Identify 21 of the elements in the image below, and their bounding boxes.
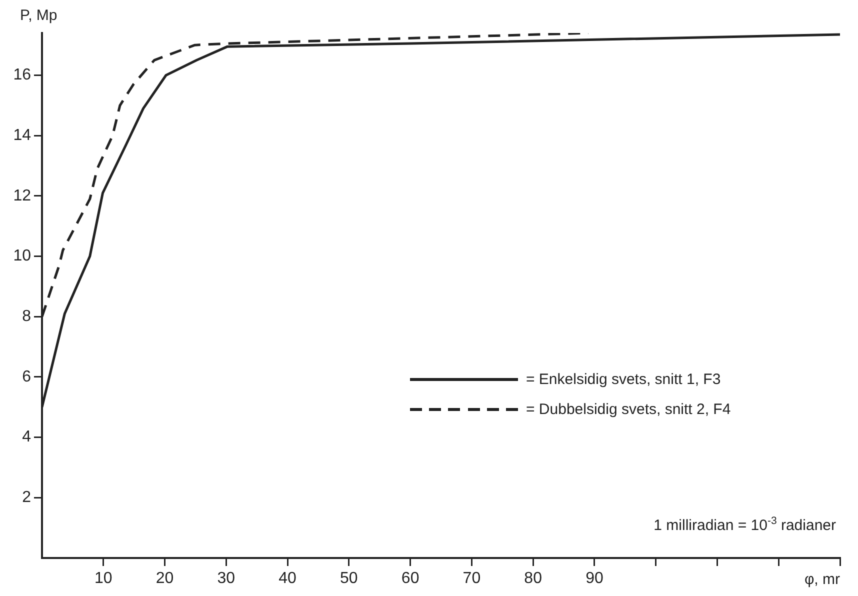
y-axis-title: P, Mp	[20, 7, 58, 24]
x-tick-label: 80	[524, 570, 542, 588]
legend-label: = Enkelsidig svets, snitt 1, F3	[526, 370, 721, 388]
y-tick-label: 10	[13, 248, 32, 265]
y-tick-label: 12	[13, 187, 32, 204]
x-tick-label: 20	[156, 570, 174, 588]
x-tick-label: 30	[217, 570, 236, 588]
y-tick-label: 16	[13, 66, 32, 84]
y-tick-label: 2	[22, 489, 32, 506]
x-tick-label: 50	[340, 570, 358, 588]
x-axis-title: φ, mr	[804, 571, 840, 588]
y-tick-label: 14	[13, 126, 32, 144]
y-tick-label: 6	[22, 368, 32, 386]
y-tick-label: 4	[22, 428, 32, 446]
legend-label: = Dubbelsidig svets, snitt 2, F4	[526, 400, 731, 418]
x-tick-label: 70	[462, 570, 481, 588]
x-tick-label: 40	[278, 570, 297, 588]
x-tick-label: 60	[401, 570, 420, 588]
x-tick-label: 90	[586, 570, 604, 588]
x-tick-label: 10	[94, 570, 112, 588]
y-tick-label: 8	[22, 308, 32, 326]
